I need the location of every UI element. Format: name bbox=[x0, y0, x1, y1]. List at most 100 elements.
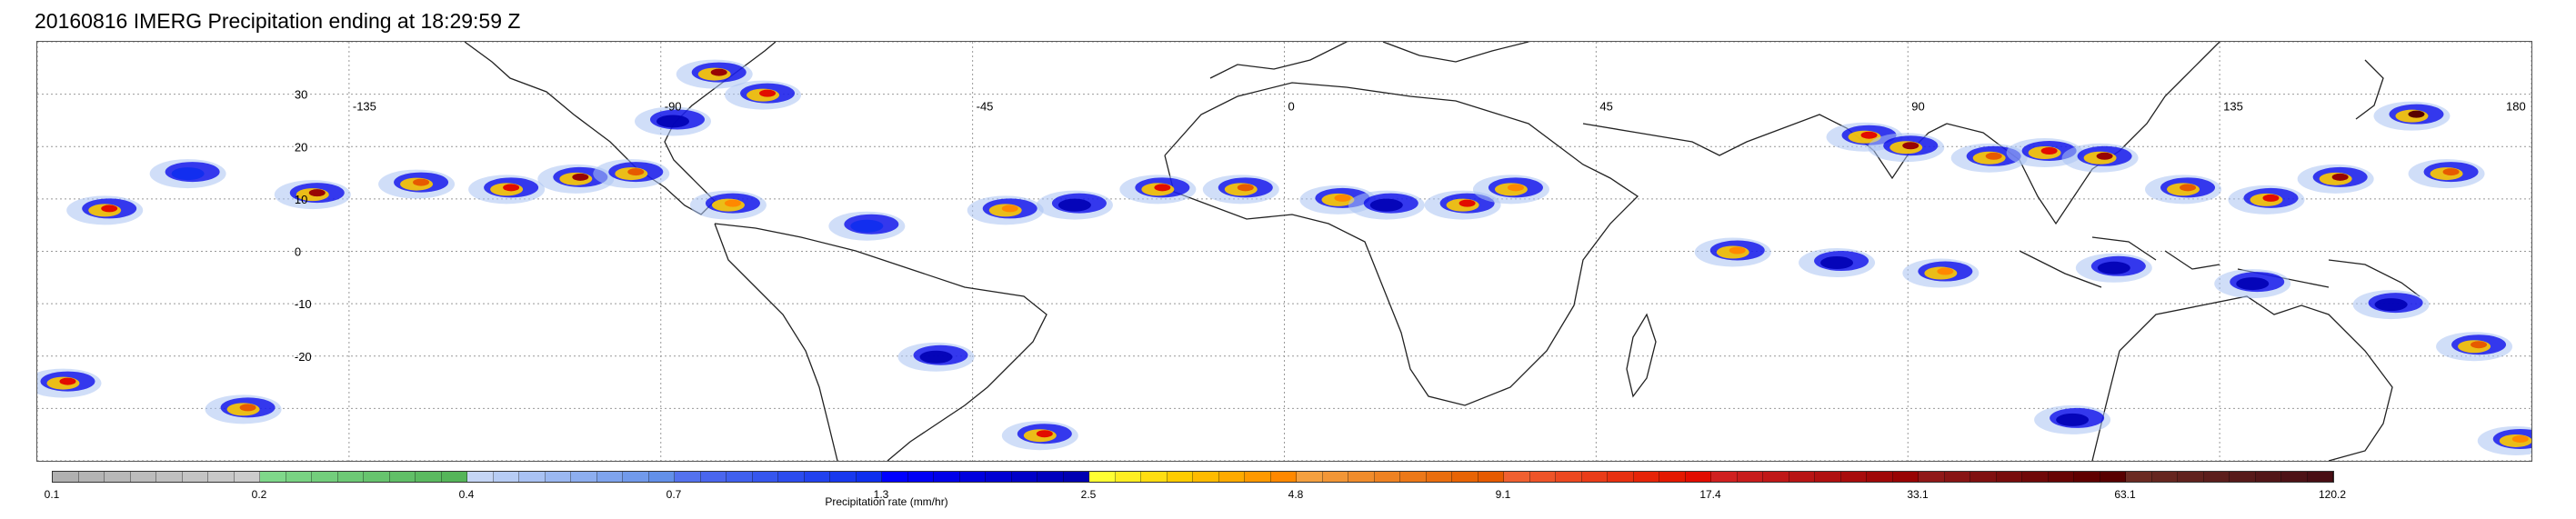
colorbar-tick-label: 0.4 bbox=[458, 488, 475, 501]
colorbar-segment bbox=[1426, 472, 1452, 482]
precip-cell bbox=[1902, 142, 1919, 150]
colorbar-tick-label: 9.1 bbox=[1495, 488, 1511, 501]
colorbar-segment bbox=[1556, 472, 1582, 482]
colorbar-segment bbox=[1374, 472, 1400, 482]
longitude-label: 45 bbox=[1599, 100, 1612, 114]
colorbar-segment bbox=[907, 472, 934, 482]
precipitation-cells bbox=[37, 59, 2531, 455]
colorbar-segment bbox=[493, 472, 519, 482]
colorbar-segment bbox=[778, 472, 805, 482]
colorbar-segment bbox=[1141, 472, 1168, 482]
colorbar-segment bbox=[700, 472, 727, 482]
precip-cell bbox=[759, 89, 777, 97]
precip-cell bbox=[2040, 147, 2058, 155]
colorbar-segment bbox=[1659, 472, 1686, 482]
precip-cell bbox=[1237, 184, 1254, 192]
coastline-japan bbox=[2355, 59, 2384, 120]
longitude-label: 135 bbox=[2223, 100, 2243, 114]
longitude-label: -135 bbox=[353, 100, 376, 114]
precip-cell bbox=[1001, 205, 1018, 213]
colorbar-segment bbox=[648, 472, 675, 482]
colorbar-segment bbox=[856, 472, 882, 482]
colorbar-segment bbox=[1011, 472, 1037, 482]
colorbar-segment bbox=[1063, 472, 1089, 482]
precip-cell bbox=[503, 184, 520, 192]
colorbar-tick-label: 0.2 bbox=[251, 488, 267, 501]
precip-cell bbox=[627, 168, 645, 176]
colorbar-segment bbox=[2126, 472, 2152, 482]
colorbar-segment bbox=[545, 472, 571, 482]
colorbar-segment bbox=[1711, 472, 1738, 482]
coastline-europe bbox=[1209, 42, 1529, 79]
latitude-label: 30 bbox=[295, 88, 307, 102]
precip-cell bbox=[2442, 168, 2460, 176]
precip-cell bbox=[413, 178, 430, 186]
coastline-indonesia bbox=[2019, 236, 2330, 288]
colorbar-segment bbox=[2100, 472, 2126, 482]
colorbar-segment bbox=[519, 472, 546, 482]
precip-cell bbox=[2511, 434, 2529, 443]
colorbar-segment bbox=[2074, 472, 2100, 482]
precip-cell bbox=[2408, 110, 2425, 118]
latitude-label: 10 bbox=[295, 193, 307, 206]
colorbar-segment bbox=[312, 472, 338, 482]
colorbar-tick-label: 63.1 bbox=[2114, 488, 2136, 501]
precip-cell bbox=[2236, 277, 2270, 291]
colorbar-segment bbox=[1245, 472, 1271, 482]
colorbar-segment bbox=[959, 472, 986, 482]
precip-cell bbox=[2180, 184, 2197, 192]
colorbar-segment bbox=[1970, 472, 1997, 482]
latitude-label: -20 bbox=[295, 350, 312, 364]
latitude-label: -10 bbox=[295, 297, 312, 311]
colorbar-tick-label: 0.1 bbox=[44, 488, 60, 501]
colorbar-segment bbox=[441, 472, 467, 482]
colorbar-segment bbox=[53, 472, 79, 482]
colorbar-tick-label: 1.3 bbox=[873, 488, 889, 501]
colorbar-segment bbox=[234, 472, 260, 482]
colorbar-segment bbox=[1115, 472, 1141, 482]
colorbar-segment bbox=[1452, 472, 1478, 482]
colorbar-segment bbox=[1400, 472, 1427, 482]
latitude-label: 20 bbox=[295, 140, 307, 154]
precip-cell bbox=[919, 350, 953, 364]
colorbar-segment bbox=[2178, 472, 2204, 482]
colorbar-tick-label: 17.4 bbox=[1699, 488, 1721, 501]
precip-cell bbox=[1820, 256, 1854, 270]
coastline-madagascar bbox=[1626, 313, 1657, 398]
precip-cell bbox=[1057, 198, 1091, 212]
precip-cell bbox=[1860, 131, 1878, 139]
colorbar-segment bbox=[934, 472, 960, 482]
precip-cell bbox=[1369, 198, 1403, 212]
longitude-label: -90 bbox=[665, 100, 682, 114]
colorbar-segment bbox=[1892, 472, 1919, 482]
colorbar-segment bbox=[1529, 472, 1556, 482]
coastline-south-america bbox=[714, 223, 1047, 461]
graticule bbox=[37, 42, 2531, 461]
precip-cell bbox=[1729, 246, 1746, 255]
colorbar-segment bbox=[2048, 472, 2074, 482]
longitude-label: 0 bbox=[1288, 100, 1295, 114]
precip-cell bbox=[2262, 194, 2280, 202]
precip-cell bbox=[2056, 413, 2090, 426]
colorbar-segment bbox=[1322, 472, 1348, 482]
colorbar-segment bbox=[1270, 472, 1297, 482]
colorbar-segment bbox=[1867, 472, 1893, 482]
colorbar-segment bbox=[182, 472, 208, 482]
colorbar-tick-label: 0.7 bbox=[666, 488, 682, 501]
colorbar-segment bbox=[1218, 472, 1245, 482]
colorbar-segment bbox=[156, 472, 183, 482]
precip-cell bbox=[1507, 184, 1524, 192]
colorbar-segment bbox=[1581, 472, 1608, 482]
colorbar-segment bbox=[208, 472, 235, 482]
colorbar-segment bbox=[2230, 472, 2256, 482]
colorbar-segment bbox=[78, 472, 105, 482]
colorbar-tick-label: 120.2 bbox=[2318, 488, 2347, 501]
colorbar-tick-label: 33.1 bbox=[1907, 488, 1929, 501]
colorbar-title: Precipitation rate (mm/hr) bbox=[825, 495, 948, 508]
colorbar-segment bbox=[752, 472, 778, 482]
colorbar-tick-label: 4.8 bbox=[1288, 488, 1304, 501]
precip-cell bbox=[1458, 199, 1476, 207]
colorbar-segment bbox=[727, 472, 753, 482]
longitude-label: 180 bbox=[2506, 100, 2526, 114]
precip-cell bbox=[171, 167, 205, 181]
